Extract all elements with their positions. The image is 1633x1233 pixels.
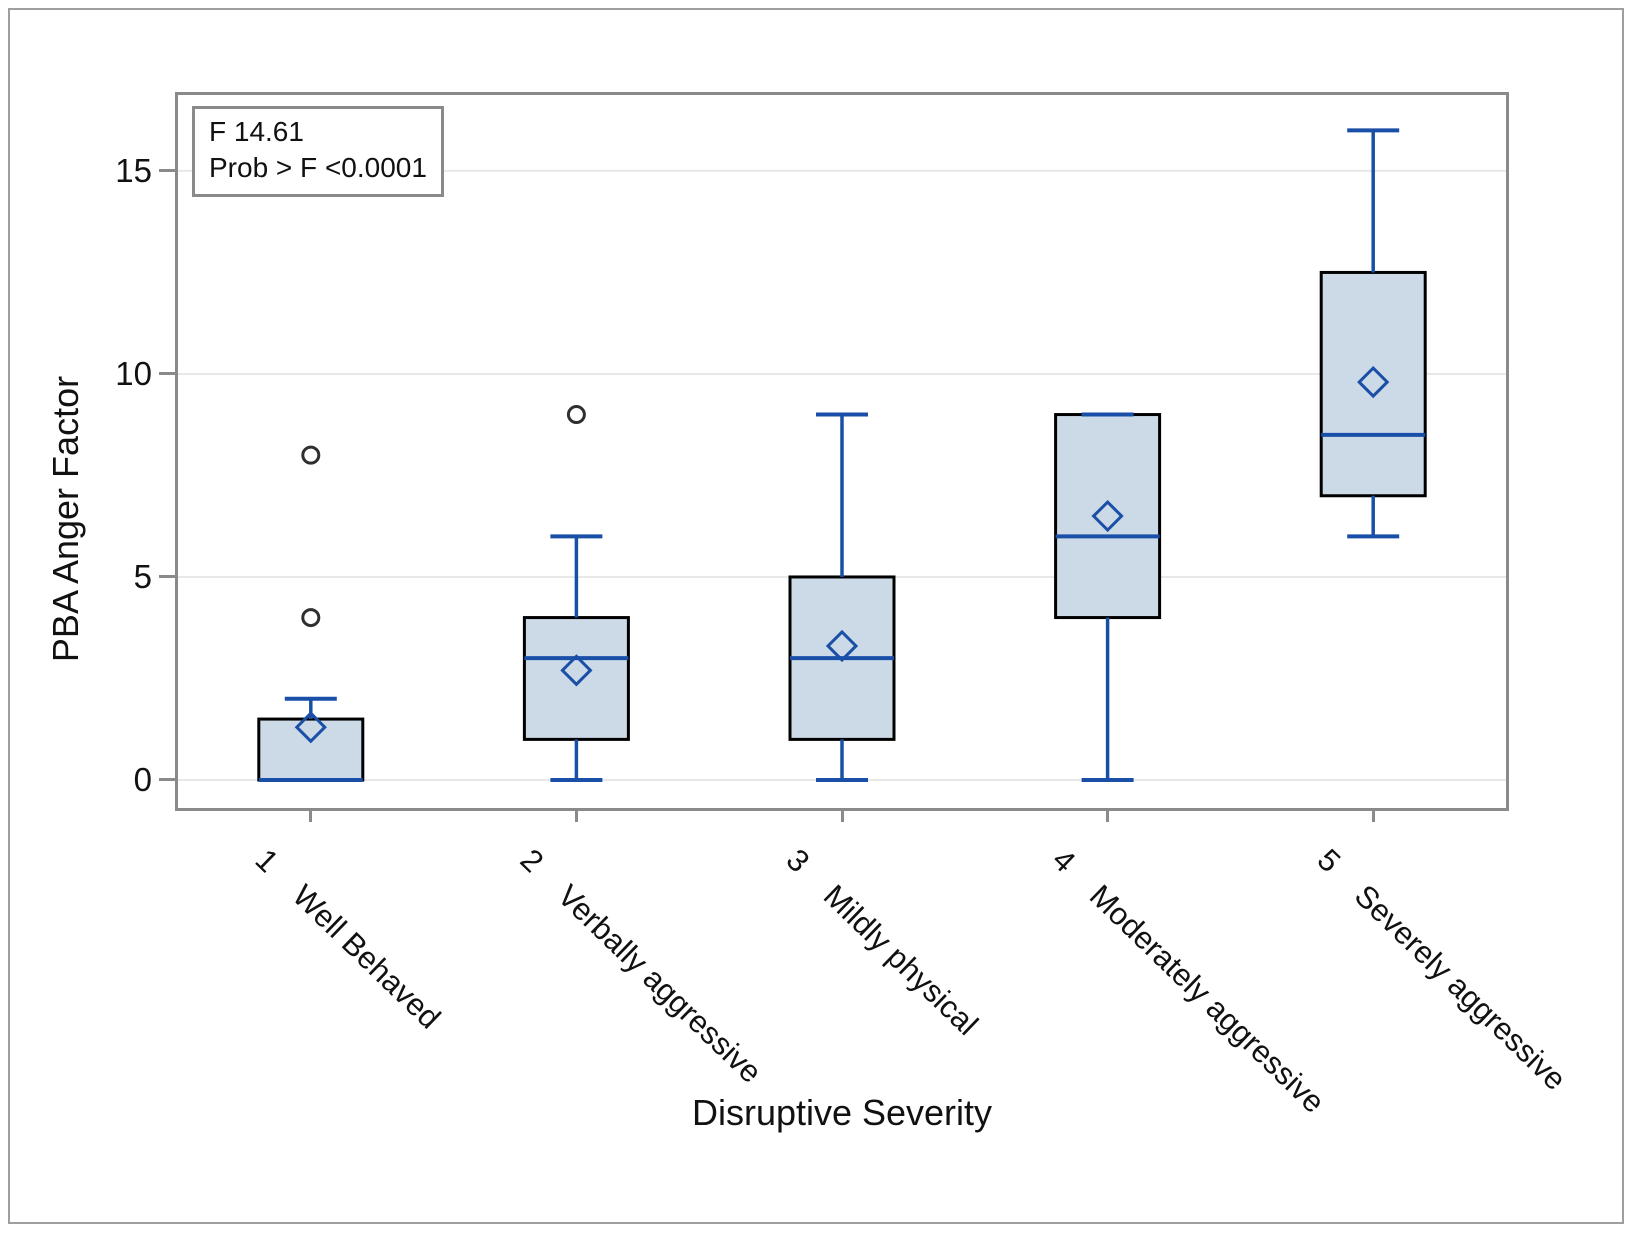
y-tick-label: 15 bbox=[115, 151, 152, 189]
boxplot-canvas bbox=[178, 128, 1506, 782]
mean-diamond bbox=[294, 711, 327, 744]
box-iqr bbox=[522, 616, 630, 741]
mean-diamond bbox=[1357, 365, 1390, 399]
y-tick-mark bbox=[159, 169, 178, 173]
y-tick-label: 10 bbox=[115, 354, 152, 392]
x-category-label: 5 Severely aggressive bbox=[1310, 842, 1574, 1097]
box-iqr bbox=[1054, 413, 1162, 620]
x-tick-mark bbox=[1106, 808, 1110, 822]
plot-area bbox=[175, 92, 1509, 811]
box-iqr bbox=[257, 717, 365, 782]
mean-diamond bbox=[560, 654, 593, 687]
y-tick-label: 0 bbox=[133, 760, 152, 798]
x-axis-title: Disruptive Severity bbox=[691, 1092, 993, 1133]
box-iqr bbox=[1319, 270, 1427, 498]
x-tick-mark bbox=[309, 808, 313, 822]
y-tick-label: 5 bbox=[133, 557, 152, 595]
mean-diamond bbox=[1091, 499, 1124, 533]
outlier-point bbox=[566, 405, 586, 425]
p-value-text: Prob > F <0.0001 bbox=[209, 152, 427, 183]
y-tick-mark bbox=[159, 778, 178, 782]
outlier-point bbox=[301, 608, 321, 628]
mean-diamond bbox=[825, 629, 859, 663]
x-category-label: 2 Verbally aggressive bbox=[514, 842, 769, 1090]
y-tick-mark bbox=[159, 372, 178, 376]
outlier-point bbox=[301, 445, 321, 465]
y-tick-mark bbox=[159, 575, 178, 579]
x-tick-mark bbox=[574, 808, 578, 822]
f-statistic-text: F 14.61 bbox=[209, 116, 304, 147]
x-category-label: 1 Well Behaved bbox=[248, 842, 448, 1036]
x-category-label: 3 Mildly physical bbox=[779, 842, 985, 1042]
stats-annotation-box: F 14.61 Prob > F <0.0001 bbox=[192, 106, 444, 197]
x-category-label: 4 Moderately aggressive bbox=[1045, 842, 1332, 1120]
x-tick-mark bbox=[840, 808, 844, 822]
x-tick-mark bbox=[1371, 808, 1375, 822]
